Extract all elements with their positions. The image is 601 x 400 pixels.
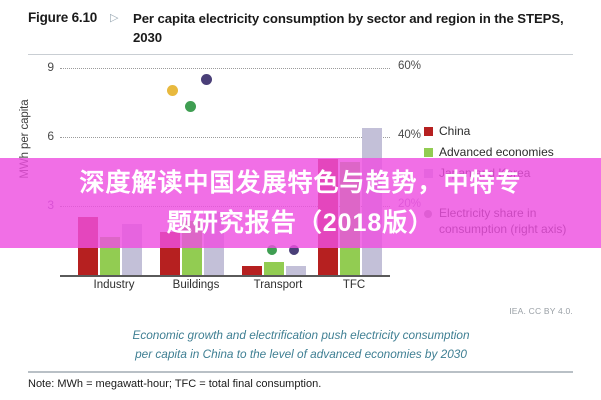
scatter-dot-transport-advanced <box>267 245 277 255</box>
scatter-dot-buildings-china <box>167 85 178 96</box>
overlay-text-line2: 题研究报告（2018版） <box>166 209 435 237</box>
header-divider <box>28 54 573 55</box>
legend-label-china: China <box>439 124 471 138</box>
legend-swatch-china-icon <box>424 127 433 136</box>
figure-note: Note: MWh = megawatt-hour; TFC = total f… <box>28 378 322 390</box>
bar-group-transport <box>242 80 314 275</box>
figure-caption: Economic growth and electrification push… <box>86 326 516 364</box>
x-axis-label-industry: Industry <box>93 279 135 291</box>
y2-tick-label-40: 40% <box>398 129 422 141</box>
legend-item-advanced-economies: Advanced economies <box>424 144 594 164</box>
gridline-6 <box>60 137 390 138</box>
figure-caption-line2: per capita in China to the level of adva… <box>135 347 467 361</box>
footer-divider <box>28 371 573 373</box>
y-tick-label-6: 6 <box>47 129 54 143</box>
figure-header: Figure 6.10 ▷ Per capita electricity con… <box>0 0 601 52</box>
legend-label-advanced-economies: Advanced economies <box>439 145 554 159</box>
x-axis-label-tfc: TFC <box>342 279 366 291</box>
y2-tick-label-60: 60% <box>398 60 422 72</box>
scatter-dot-buildings-japan-korea <box>201 74 212 85</box>
bar-transport-japan-korea <box>286 266 306 275</box>
gridline-9 <box>60 68 390 69</box>
scatter-dot-transport-japan-korea <box>289 245 299 255</box>
scatter-dot-buildings-advanced <box>185 101 196 112</box>
overlay-text-line1: 深度解读中国发展特色与趋势，中特专 <box>79 169 522 197</box>
figure-caption-line1: Economic growth and electrification push… <box>132 328 470 342</box>
bar-transport-china <box>242 266 262 275</box>
triangle-right-icon: ▷ <box>110 12 119 24</box>
x-axis-label-transport: Transport <box>253 279 303 291</box>
overlay-banner <box>0 158 601 248</box>
y-tick-label-9: 9 <box>47 60 54 74</box>
bar-transport-advanced <box>264 262 284 275</box>
x-axis-line <box>60 275 390 277</box>
legend-swatch-advanced-economies-icon <box>424 148 433 157</box>
iea-credit: IEA. CC BY 4.0. <box>509 306 573 316</box>
figure-title: Per capita electricity consumption by se… <box>133 11 564 45</box>
legend-item-china: China <box>424 123 594 143</box>
x-axis-label-buildings: Buildings <box>172 279 220 291</box>
overlay-watermark-text: 深度解读中国发展特色与趋势，中特专 题研究报告（2018版） <box>0 160 601 246</box>
figure-number: Figure 6.10 <box>28 10 98 25</box>
